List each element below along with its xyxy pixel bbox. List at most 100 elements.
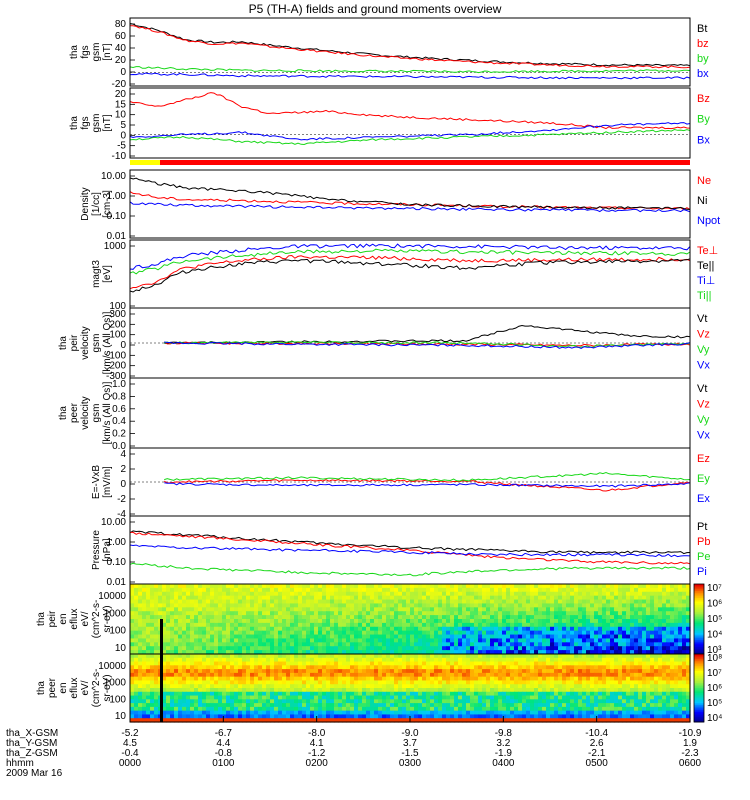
heatmap-cell — [650, 626, 655, 632]
heatmap-cell — [306, 699, 311, 704]
heatmap-cell — [598, 642, 603, 647]
heatmap-cell — [354, 695, 359, 700]
heatmap-cell — [374, 680, 379, 685]
heatmap-cell — [674, 654, 679, 659]
heatmap-cell — [410, 695, 415, 700]
heatmap-cell — [474, 638, 479, 643]
heatmap-cell — [146, 706, 151, 712]
heatmap-cell — [254, 703, 259, 708]
heatmap-cell — [578, 603, 583, 608]
heatmap-cell — [542, 638, 547, 643]
heatmap-cell — [170, 615, 175, 620]
heatmap-cell — [354, 657, 359, 663]
heatmap-cell — [486, 669, 491, 674]
heatmap-cell — [518, 703, 523, 708]
heatmap-cell — [522, 611, 527, 616]
heatmap-cell — [166, 699, 171, 704]
heatmap-cell — [338, 638, 343, 643]
heatmap-cell — [138, 584, 143, 589]
heatmap-cell — [522, 607, 527, 612]
heatmap-cell — [182, 611, 187, 616]
heatmap-cell — [366, 684, 371, 689]
heatmap-cell — [370, 642, 375, 647]
heatmap-cell — [330, 703, 335, 708]
heatmap-cell — [654, 703, 659, 708]
heatmap-cell — [150, 591, 155, 597]
heatmap-cell — [258, 584, 263, 589]
heatmap-cell — [398, 688, 403, 693]
heatmap-cell — [490, 672, 495, 678]
colorbar-segment — [694, 612, 704, 615]
heatmap-cell — [674, 603, 679, 608]
heatmap-cell — [318, 622, 323, 628]
heatmap-cell — [502, 672, 507, 678]
heatmap-cell — [278, 615, 283, 620]
heatmap-cell — [518, 626, 523, 632]
heatmap-cell — [630, 591, 635, 597]
heatmap-cell — [514, 688, 519, 693]
heatmap-cell — [362, 630, 367, 636]
heatmap-cell — [414, 695, 419, 700]
heatmap-cell — [162, 688, 167, 693]
heatmap-cell — [662, 688, 667, 693]
heatmap-cell — [142, 695, 147, 700]
heatmap-cell — [498, 630, 503, 636]
heatmap-cell — [618, 591, 623, 597]
heatmap-cell — [554, 706, 559, 712]
series-line-black — [164, 324, 691, 345]
heatmap-cell — [594, 654, 599, 659]
heatmap-cell — [618, 607, 623, 612]
heatmap-cell — [678, 619, 683, 624]
heatmap-cell — [390, 672, 395, 678]
heatmap-cell — [194, 634, 199, 640]
heatmap-cell — [678, 699, 683, 704]
heatmap-cell — [330, 665, 335, 670]
heatmap-cell — [266, 706, 271, 712]
heatmap-cell — [378, 684, 383, 689]
heatmap-cell — [614, 642, 619, 647]
heatmap-cell — [374, 611, 379, 616]
heatmap-cell — [330, 710, 335, 716]
heatmap-cell — [638, 619, 643, 624]
heatmap-cell — [430, 591, 435, 597]
heatmap-cell — [318, 703, 323, 708]
heatmap-cell — [518, 672, 523, 678]
heatmap-cell — [306, 676, 311, 682]
heatmap-cell — [686, 654, 691, 659]
heatmap-cell — [562, 630, 567, 636]
heatmap-cell — [662, 584, 667, 589]
heatmap-cell — [378, 607, 383, 612]
heatmap-cell — [658, 680, 663, 685]
heatmap-cell — [370, 615, 375, 620]
heatmap-cell — [258, 587, 263, 593]
heatmap-cell — [134, 684, 139, 689]
heatmap-cell — [446, 672, 451, 678]
heatmap-cell — [390, 626, 395, 632]
heatmap-cell — [226, 611, 231, 616]
heatmap-cell — [138, 611, 143, 616]
heatmap-cell — [314, 680, 319, 685]
heatmap-cell — [650, 607, 655, 612]
heatmap-cell — [270, 706, 275, 712]
heatmap-cell — [606, 646, 611, 651]
heatmap-cell — [490, 691, 495, 697]
heatmap-cell — [214, 703, 219, 708]
heatmap-cell — [150, 599, 155, 605]
heatmap-cell — [454, 622, 459, 628]
heatmap-cell — [470, 587, 475, 593]
heatmap-cell — [522, 622, 527, 628]
heatmap-cell — [262, 706, 267, 712]
heatmap-cell — [170, 591, 175, 597]
heatmap-cell — [582, 684, 587, 689]
heatmap-cell — [334, 665, 339, 670]
heatmap-cell — [582, 630, 587, 636]
heatmap-cell — [358, 611, 363, 616]
heatmap-cell — [230, 630, 235, 636]
heatmap-cell — [470, 599, 475, 605]
heatmap-cell — [254, 672, 259, 678]
heatmap-cell — [414, 688, 419, 693]
heatmap-cell — [134, 611, 139, 616]
heatmap-cell — [442, 615, 447, 620]
heatmap-cell — [514, 691, 519, 697]
heatmap-cell — [186, 607, 191, 612]
